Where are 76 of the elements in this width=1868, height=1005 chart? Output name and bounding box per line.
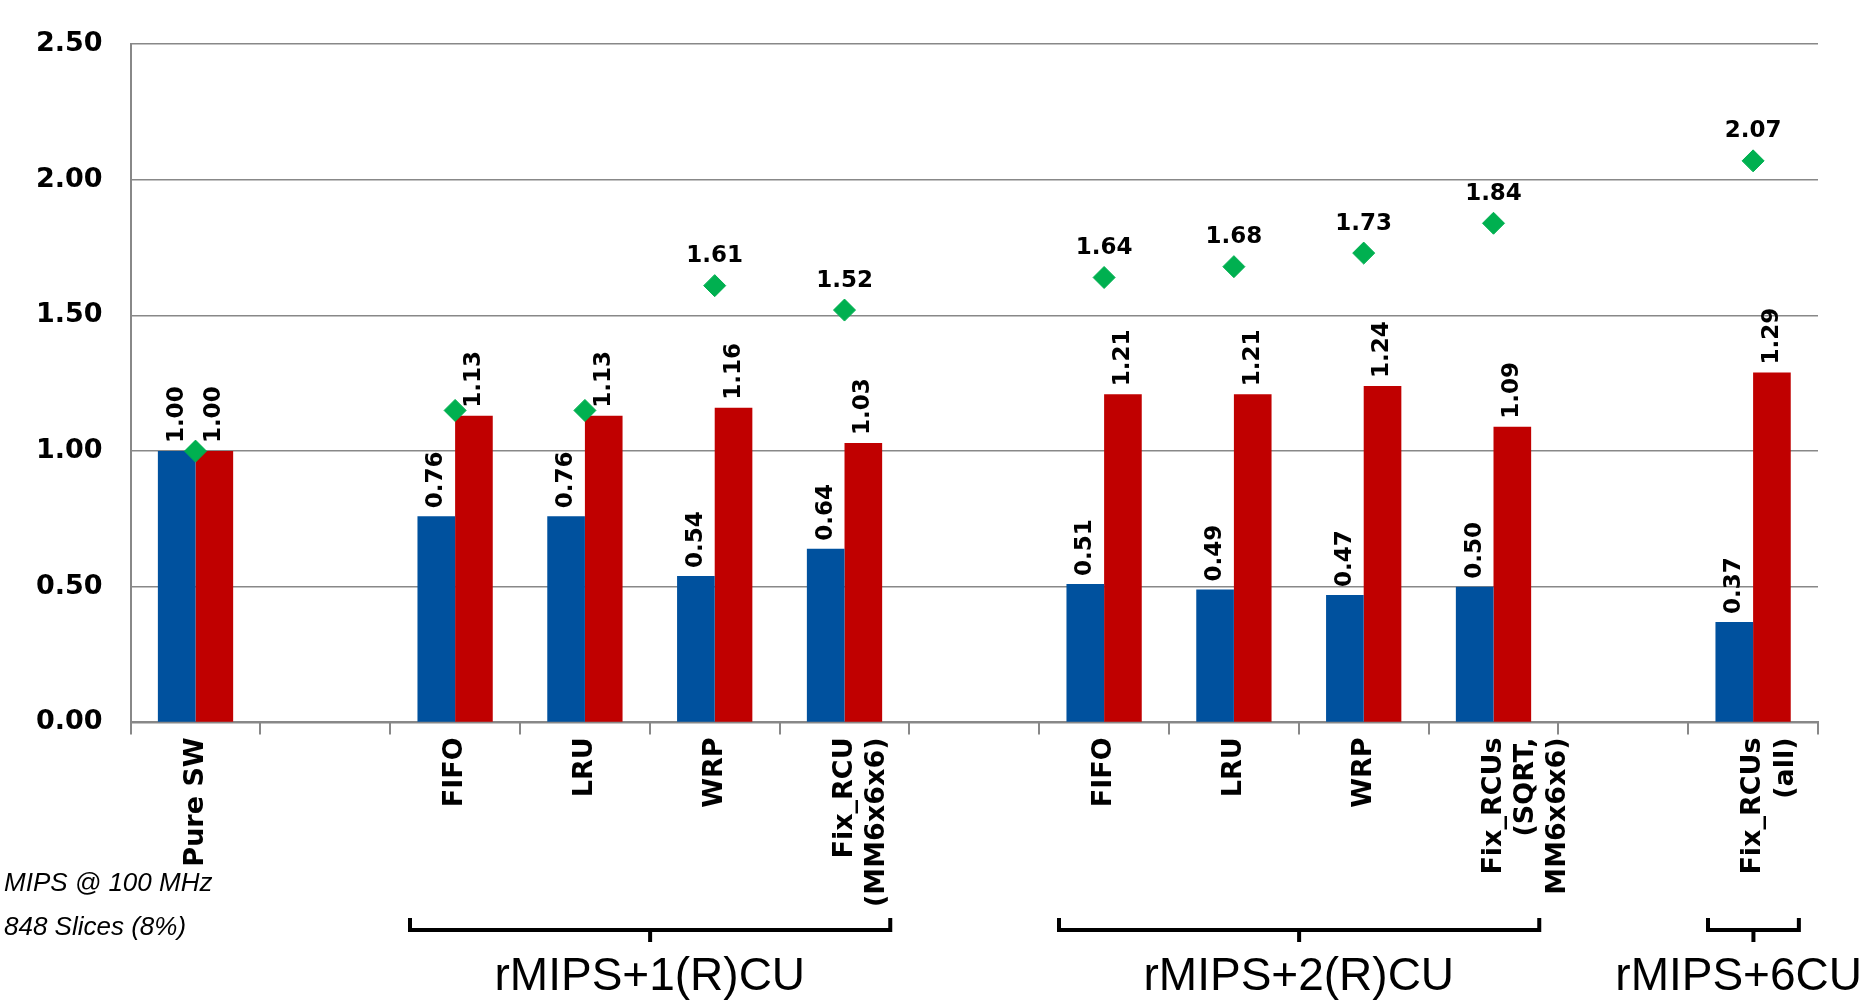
data-label: 0.76 — [421, 451, 448, 509]
data-label: 1.09 — [1497, 361, 1524, 419]
bar — [1455, 586, 1494, 722]
data-label: 1.21 — [1107, 329, 1134, 387]
x-tick-label: Fix_RCUs (all) — [1735, 737, 1799, 875]
bar — [714, 407, 753, 722]
bar — [195, 451, 234, 722]
data-label: 1.68 — [1205, 222, 1263, 249]
data-label: 0.37 — [1719, 557, 1746, 615]
data-label: 1.00 — [199, 386, 226, 444]
data-label: 0.76 — [551, 451, 578, 509]
text: 848 Slices (8%) — [4, 911, 187, 942]
data-label: 0.64 — [810, 484, 837, 541]
data-label: 1.13 — [458, 351, 485, 408]
text: rMIPS+2(R)CU — [1143, 947, 1455, 1000]
data-label: 1.64 — [1075, 232, 1133, 259]
bar — [1715, 622, 1754, 722]
bar — [1363, 386, 1402, 722]
data-label: 0.51 — [1070, 519, 1097, 577]
data-label: 1.24 — [1367, 321, 1394, 379]
bar — [806, 548, 845, 722]
x-tick-label: LRU — [566, 737, 598, 798]
point — [1482, 211, 1505, 235]
text: rMIPS+1(R)CU — [494, 947, 806, 1000]
data-label: 1.21 — [1237, 329, 1264, 387]
x-tick-label: FIFO — [1086, 737, 1118, 808]
data-label: 1.84 — [1465, 178, 1522, 205]
data-label: 0.54 — [680, 511, 707, 568]
bar — [157, 451, 196, 722]
bar — [677, 575, 715, 722]
point — [184, 439, 208, 463]
data-label: 1.29 — [1756, 307, 1783, 365]
bar — [547, 516, 585, 722]
data-label: 0.49 — [1200, 524, 1227, 582]
y-tick-label: 0.00 — [35, 704, 103, 736]
bar — [1493, 426, 1532, 722]
bar — [455, 415, 493, 722]
y-tick-label: 2.50 — [35, 26, 103, 58]
text: MIPS @ 100 MHz — [4, 867, 213, 898]
data-label: 0.47 — [1329, 530, 1356, 587]
bar — [1104, 394, 1142, 722]
bar — [1233, 394, 1272, 722]
data-label: 1.13 — [588, 351, 615, 408]
point — [1222, 255, 1246, 279]
data-label: 1.61 — [686, 241, 744, 268]
bar — [1066, 584, 1105, 722]
y-tick-label: 1.50 — [35, 297, 103, 329]
bar — [1753, 372, 1791, 722]
bar — [844, 442, 883, 722]
y-tick-label: 2.00 — [35, 161, 103, 193]
bar — [1326, 594, 1364, 722]
point — [1092, 266, 1116, 289]
bar — [417, 516, 456, 722]
y-tick-label: 0.50 — [35, 568, 103, 600]
data-label: 1.03 — [848, 378, 875, 435]
x-tick-label: Fix_RCUs (SQRT, MM6x6x6) — [1475, 737, 1572, 895]
x-tick-label: WRP — [1345, 737, 1377, 808]
text: rMIPS+6CU — [1615, 947, 1863, 1000]
data-label: 1.52 — [816, 265, 873, 292]
x-tick-label: WRP — [696, 737, 728, 808]
point — [833, 298, 857, 322]
x-tick-label: Pure SW — [177, 737, 209, 867]
bar — [584, 415, 623, 722]
data-label: 1.73 — [1335, 208, 1393, 235]
x-tick-label: FIFO — [437, 737, 469, 808]
point — [1741, 149, 1765, 173]
data-label: 1.16 — [718, 342, 745, 400]
data-label: 1.00 — [161, 386, 188, 444]
bar — [1196, 589, 1234, 722]
point — [1352, 241, 1376, 265]
data-label: 0.50 — [1459, 522, 1486, 579]
x-tick-label: LRU — [1215, 737, 1247, 798]
x-tick-label: Fix_RCU (MM6x6x6) — [826, 737, 890, 907]
data-label: 2.07 — [1724, 116, 1782, 143]
y-tick-label: 1.00 — [35, 433, 103, 465]
point — [703, 274, 727, 298]
